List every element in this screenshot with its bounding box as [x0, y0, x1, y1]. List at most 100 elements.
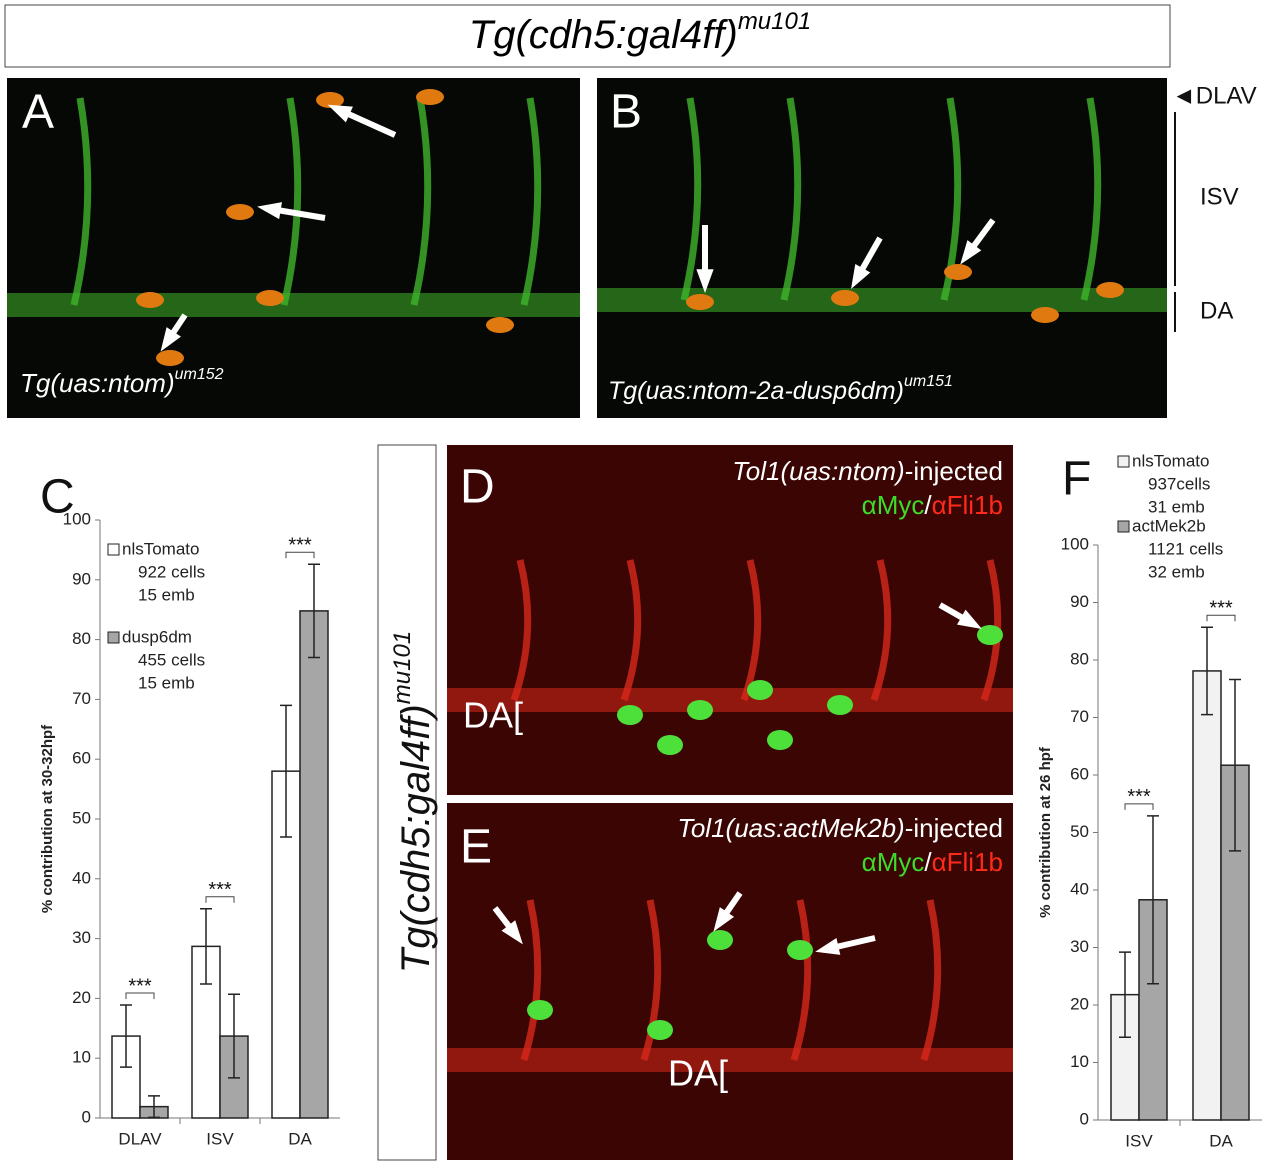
- vessel: [520, 97, 542, 306]
- legend-swatch: [107, 631, 120, 644]
- legend-detail: 937cells: [1148, 474, 1210, 493]
- nucleus: [977, 625, 1003, 645]
- vertical-label: Tg(cdh5:gal4ff)mu101: [389, 631, 437, 973]
- vertical-label-box: [377, 444, 437, 1161]
- construct-text: Tol1(uas:ntom): [732, 456, 904, 486]
- error-bar: [200, 907, 212, 985]
- significance-label: ***: [288, 535, 312, 557]
- error-bar: [228, 993, 240, 1079]
- nucleus: [1096, 282, 1124, 298]
- vessel: [70, 97, 92, 306]
- legend-label: nlsTomato: [1132, 451, 1209, 470]
- arrow-head: [257, 202, 283, 220]
- stain-label: αMyc/αFli1b: [862, 847, 1003, 877]
- vessel: [740, 559, 762, 702]
- arrow-head: [815, 938, 841, 955]
- vessel: [447, 1048, 1013, 1072]
- panel-label: A: [22, 86, 54, 139]
- genotype-text: Tg(uas:ntom): [20, 368, 175, 398]
- vessel: [280, 97, 302, 306]
- significance-label: ***: [1209, 598, 1233, 620]
- title-box: [4, 4, 1171, 68]
- vertical-label-superscript: mu101: [389, 631, 416, 704]
- arrow-head: [960, 240, 982, 265]
- y-tick-label: 50: [72, 808, 91, 827]
- construct-suffix: -injected: [905, 456, 1003, 486]
- y-tick-label: 100: [1061, 534, 1089, 553]
- nucleus: [226, 204, 254, 220]
- significance-label: ***: [1127, 786, 1151, 808]
- y-tick-label: 10: [72, 1048, 91, 1067]
- y-tick-label: 30: [72, 928, 91, 947]
- genotype-label: Tg(uas:ntom)um152: [20, 366, 224, 398]
- legend-detail: 455 cells: [138, 650, 205, 669]
- significance-label: ***: [208, 879, 232, 901]
- y-tick-label: 60: [1070, 764, 1089, 783]
- legend-swatch: [1117, 455, 1130, 468]
- legend-swatch: [107, 543, 120, 556]
- error-bar: [148, 1095, 160, 1119]
- arrow-head: [501, 920, 523, 945]
- y-tick-label: 10: [1070, 1052, 1089, 1071]
- y-tick-label: 40: [72, 868, 91, 887]
- panel-label: F: [1062, 453, 1091, 506]
- significance-bracket: [125, 992, 155, 999]
- bar: [1192, 670, 1222, 1121]
- vessel: [920, 899, 942, 1062]
- construct-label: Tol1(uas:actMek2b)-injected: [677, 813, 1003, 843]
- title-superscript: mu101: [738, 8, 811, 35]
- nucleus: [527, 1000, 553, 1020]
- error-bar: [1229, 678, 1241, 852]
- y-tick-label: 90: [1070, 592, 1089, 611]
- y-tick-label: 70: [1070, 707, 1089, 726]
- stain-label: αMyc/αFli1b: [862, 490, 1003, 520]
- y-tick-label: 50: [1070, 822, 1089, 841]
- y-axis-label: % contribution at 26 hpf: [1037, 746, 1054, 918]
- y-tick-label: 70: [72, 689, 91, 708]
- micrograph-d: [447, 445, 1013, 795]
- construct-label: Tol1(uas:ntom)-injected: [732, 456, 1003, 486]
- x-tick-label: ISV: [1125, 1131, 1153, 1150]
- legend-detail: 15 emb: [138, 585, 195, 604]
- nucleus: [787, 940, 813, 960]
- nucleus: [687, 700, 713, 720]
- vertical-label-text: Tg(cdh5:gal4ff): [394, 704, 438, 973]
- nucleus: [657, 735, 683, 755]
- side-label: ISV: [1200, 183, 1239, 210]
- nucleus: [416, 89, 444, 105]
- significance-bracket: [205, 896, 235, 903]
- stain-separator: /: [924, 847, 932, 877]
- stain-green: αMyc: [862, 490, 925, 520]
- vessel: [410, 97, 432, 306]
- side-label: DA: [1200, 297, 1233, 324]
- legend-detail: 32 emb: [1148, 562, 1205, 581]
- vessel: [447, 688, 1013, 712]
- micrograph-b: [597, 78, 1167, 418]
- error-bar: [1119, 951, 1131, 1038]
- legend-label: dusp6dm: [122, 627, 192, 646]
- x-tick-label: DA: [288, 1129, 312, 1148]
- y-tick-label: 0: [1080, 1109, 1089, 1128]
- y-tick-label: 20: [1070, 994, 1089, 1013]
- arrow-head: [851, 264, 871, 289]
- nucleus: [647, 1020, 673, 1040]
- legend-label: nlsTomato: [122, 539, 199, 558]
- y-tick-label: 0: [82, 1107, 91, 1126]
- genotype-superscript: um151: [904, 373, 953, 390]
- x-tick-label: ISV: [206, 1129, 234, 1148]
- nucleus: [136, 292, 164, 308]
- x-tick-label: DLAV: [118, 1129, 162, 1148]
- vessel: [510, 559, 532, 702]
- y-axis-label: % contribution at 30-32hpf: [39, 724, 56, 913]
- error-bar: [1201, 626, 1213, 716]
- x-tick-label: DA: [1209, 1131, 1233, 1150]
- arrow-head: [696, 269, 714, 293]
- legend-detail: 1121 cells: [1148, 539, 1223, 558]
- vessel: [640, 899, 662, 1062]
- panel-label: E: [460, 821, 492, 874]
- y-tick-label: 90: [72, 569, 91, 588]
- stain-red: αFli1b: [932, 847, 1003, 877]
- vessel: [680, 97, 702, 301]
- panel-label: B: [610, 86, 642, 139]
